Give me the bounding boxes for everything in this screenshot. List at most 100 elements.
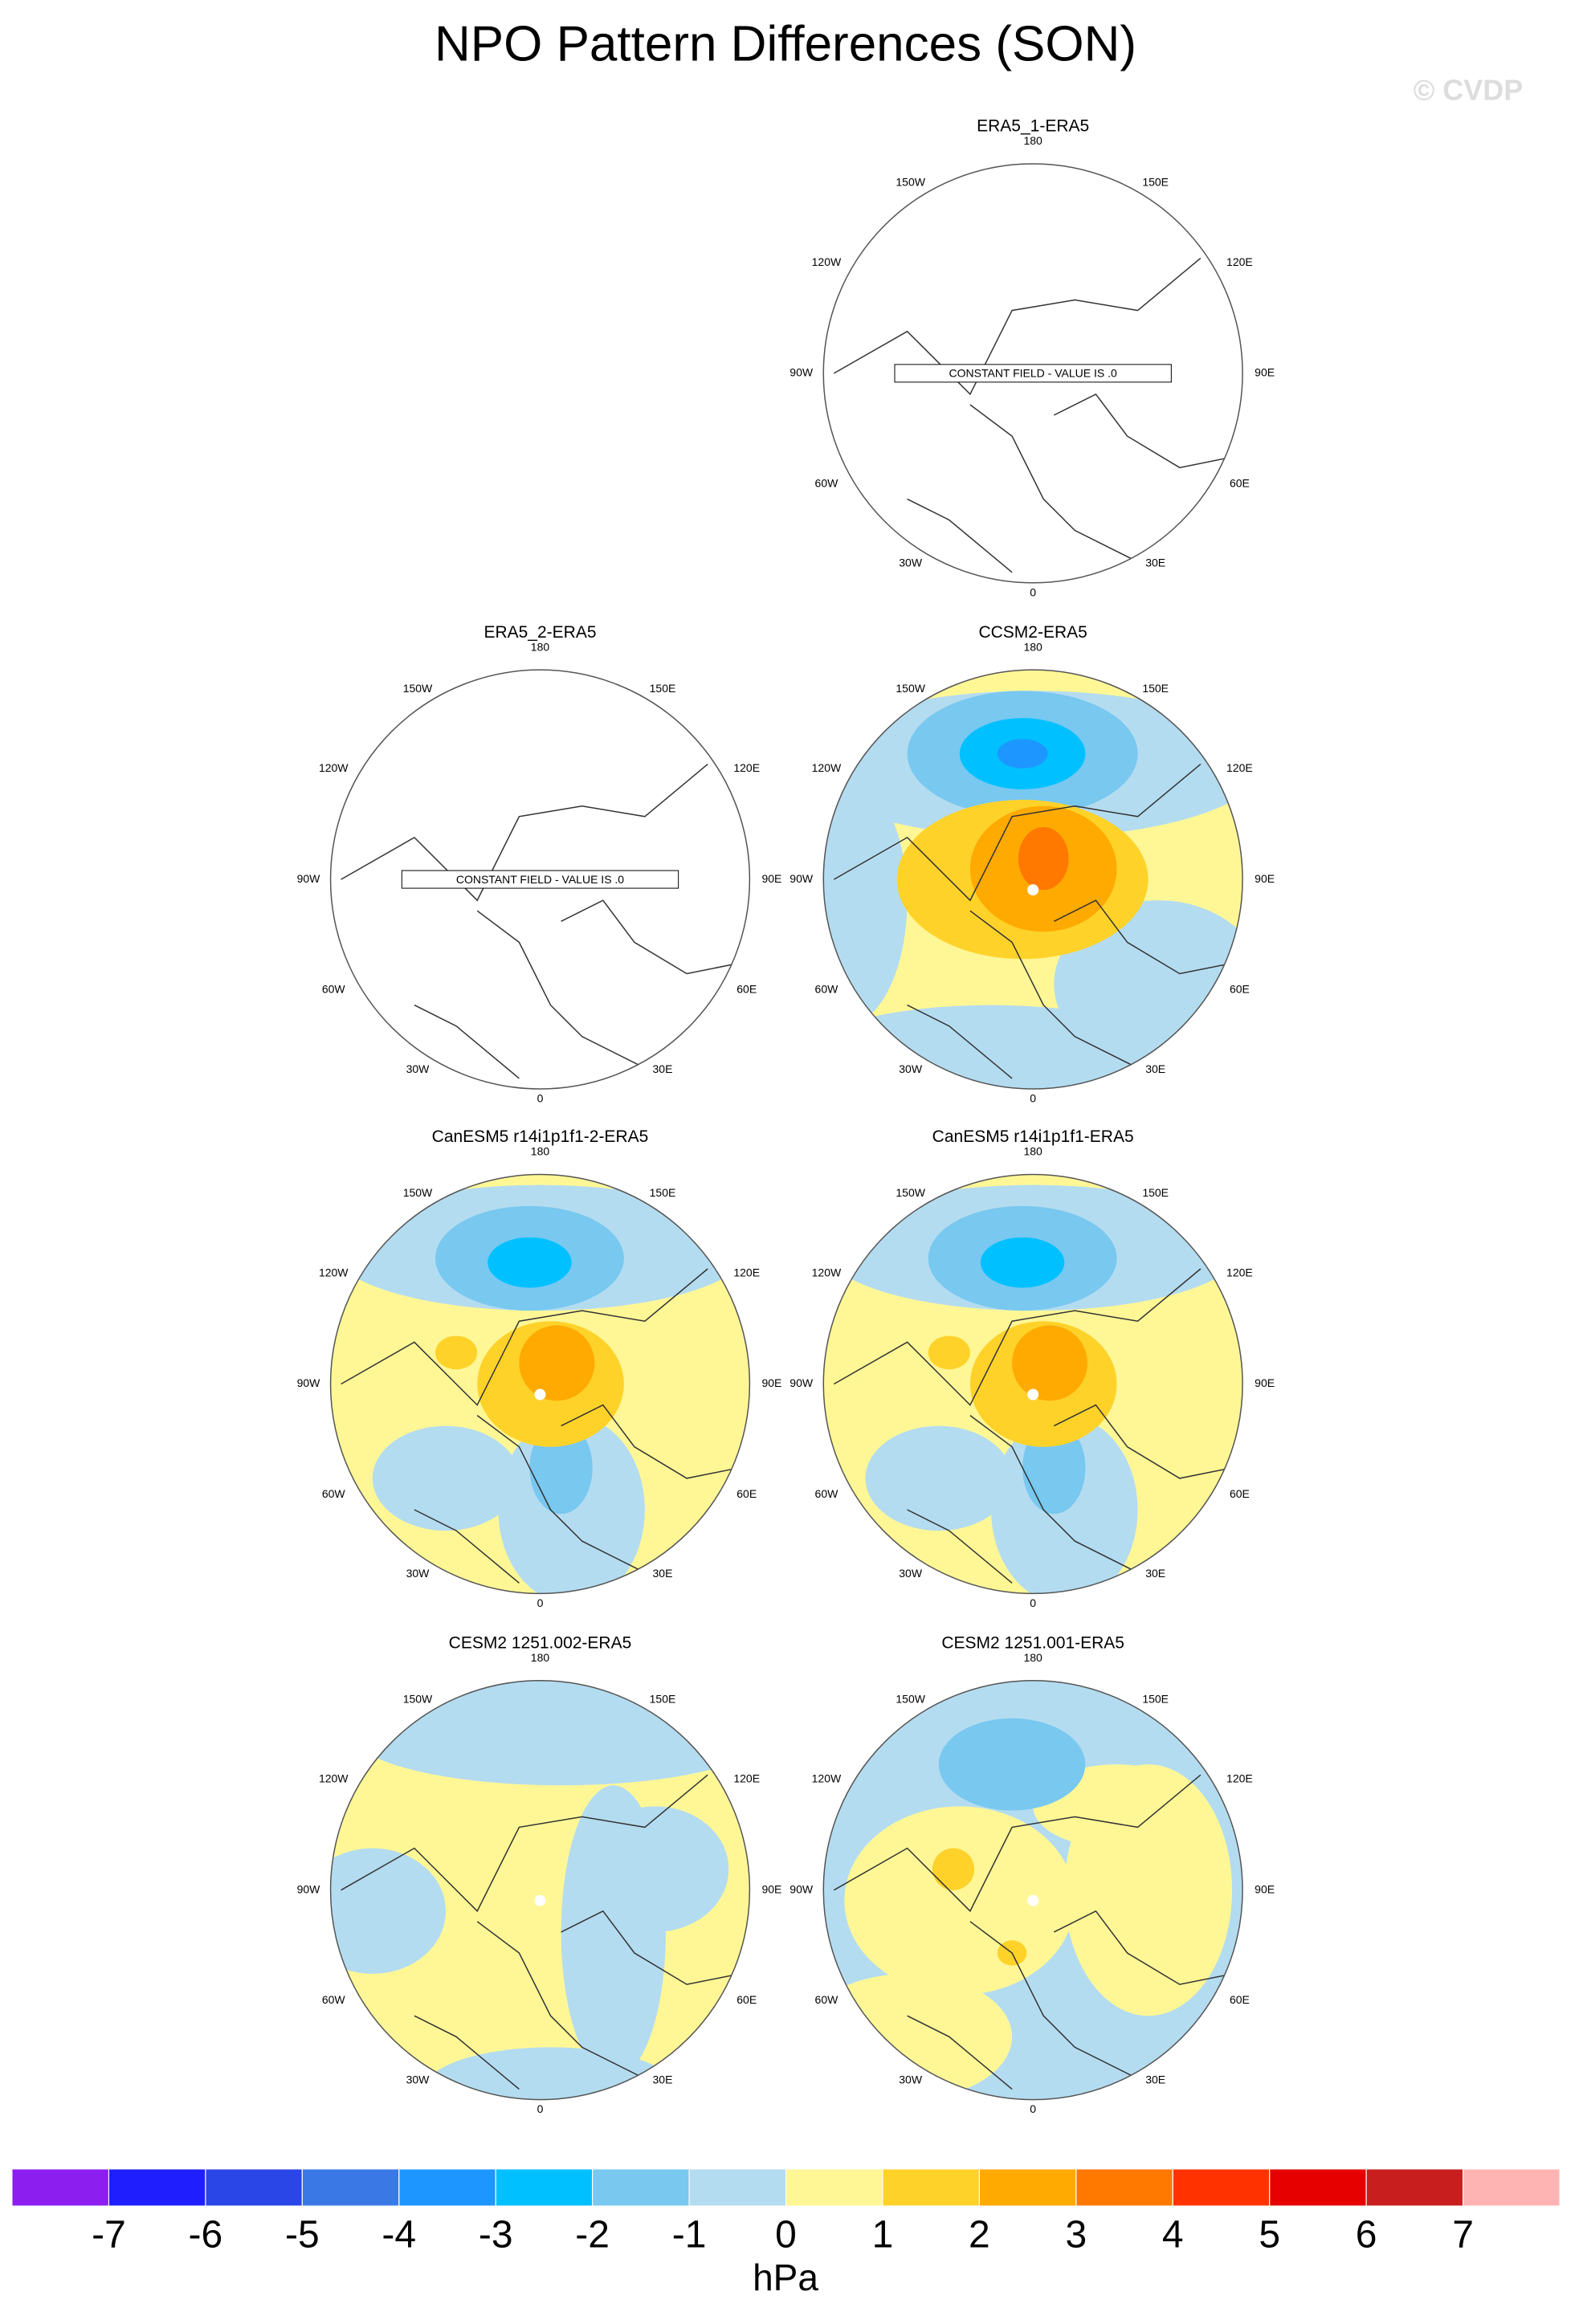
longitude-label: 30E: [653, 1567, 673, 1580]
contour-region: [424, 2047, 677, 2100]
longitude-label: 120W: [319, 761, 349, 774]
panel-title: CESM2 1251.001-ERA5: [941, 1633, 1124, 1652]
coastline: [341, 1268, 708, 1406]
coastline: [1053, 899, 1233, 975]
colorbar-box: [688, 2168, 786, 2207]
longitude-label: 0: [1030, 585, 1036, 598]
longitude-label: 90W: [297, 872, 321, 885]
longitude-label: 90W: [297, 1376, 321, 1389]
coastline: [969, 1921, 1138, 2080]
colorbar-box: [11, 2168, 109, 2207]
coastline: [969, 910, 1138, 1069]
map-outline: [822, 1680, 1243, 2101]
coastline: [1053, 393, 1233, 469]
longitude-label: 150E: [650, 1186, 676, 1199]
contour-field: [330, 1174, 750, 1594]
colorbar-box: [592, 2168, 690, 2207]
coastline: [476, 1414, 646, 1573]
colorbar-box: [978, 2168, 1077, 2207]
longitude-label: 60W: [815, 1993, 839, 2006]
longitude-label: 150E: [1142, 176, 1169, 189]
coastline: [833, 1774, 1202, 1913]
longitude-label: 90E: [1255, 1882, 1275, 1895]
colorbar-tick-label: 4: [1162, 2214, 1184, 2257]
coastline: [561, 1404, 740, 1479]
contour-region: [330, 1848, 447, 1975]
colorbar-box: [205, 2168, 303, 2207]
coastline: [969, 1414, 1138, 1573]
longitude-label: 30E: [1145, 1567, 1165, 1580]
longitude-label: 90E: [1255, 366, 1275, 379]
watermark: © CVDP: [1414, 74, 1524, 107]
colorbar-tick-label: -7: [92, 2214, 126, 2257]
colorbar-box: [1269, 2168, 1367, 2207]
longitude-label: 30E: [653, 2073, 673, 2085]
contour-region: [1018, 826, 1069, 891]
map-outline: [329, 1680, 751, 2101]
coastline: [1053, 1404, 1233, 1479]
figure-title: NPO Pattern Differences (SON): [435, 16, 1136, 71]
coastline: [1053, 1910, 1233, 1985]
longitude-label: 150W: [896, 1692, 925, 1705]
note-box: [401, 870, 679, 889]
colorbar-tick-label: -5: [285, 2214, 320, 2257]
coastline: [907, 2015, 1013, 2090]
longitude-label: 30W: [899, 2073, 923, 2085]
contour-field: [823, 1680, 1243, 2100]
colorbar-tick-label: 1: [872, 2214, 894, 2257]
longitude-label: 180: [531, 1651, 550, 1664]
longitude-label: 120E: [733, 1772, 760, 1785]
contour-region: [823, 774, 908, 1026]
pole-marker: [1027, 884, 1039, 896]
longitude-label: 30E: [1145, 557, 1165, 569]
longitude-label: 120W: [319, 1266, 349, 1278]
contour-region: [865, 1425, 1013, 1531]
map-outline: [329, 1173, 751, 1595]
contour-field: [823, 1174, 1243, 1594]
contour-region: [932, 1848, 975, 1890]
longitude-label: 30W: [899, 1567, 923, 1580]
longitude-label: 60W: [322, 1993, 346, 2006]
contour-region: [519, 1325, 595, 1401]
longitude-label: 120E: [1226, 255, 1253, 268]
colorbar-box: [301, 2168, 400, 2207]
longitude-label: 30W: [899, 1062, 923, 1075]
longitude-label: 90W: [790, 872, 814, 885]
longitude-label: 30W: [406, 1062, 430, 1075]
colorbar-tick-label: 7: [1452, 2214, 1474, 2257]
map-outline: [822, 163, 1243, 584]
longitude-label: 90E: [761, 1376, 781, 1389]
contour-field: [823, 670, 1243, 1089]
colorbar-tick-label: 5: [1259, 2214, 1280, 2257]
longitude-label: 120E: [1226, 1772, 1253, 1785]
panel-title: CCSM2-ERA5: [978, 623, 1087, 642]
longitude-label: 30W: [899, 557, 923, 569]
longitude-label: 150E: [1142, 682, 1169, 695]
colorbar-box: [495, 2168, 594, 2207]
contour-region: [823, 1005, 1180, 1089]
longitude-label: 150E: [650, 682, 676, 695]
longitude-label: 180: [1023, 1145, 1042, 1158]
longitude-label: 30E: [1145, 2073, 1165, 2085]
longitude-label: 0: [537, 1092, 544, 1105]
longitude-label: 180: [1023, 1651, 1042, 1664]
pole-marker: [1027, 1894, 1039, 1906]
longitude-label: 150E: [1142, 1186, 1169, 1199]
constant-field-note: CONSTANT FIELD - VALUE IS .0: [949, 367, 1117, 380]
colorbar-tick-label: -3: [479, 2214, 513, 2257]
coastline: [561, 1910, 740, 1985]
longitude-label: 90E: [761, 872, 781, 885]
constant-field-note: CONSTANT FIELD - VALUE IS .0: [456, 873, 624, 886]
longitude-label: 90E: [1255, 1376, 1275, 1389]
panel-title: CESM2 1251.002-ERA5: [449, 1633, 632, 1652]
longitude-label: 30E: [1145, 1062, 1165, 1075]
longitude-label: 0: [537, 1596, 544, 1609]
note-box: [894, 364, 1172, 383]
colorbar-box: [785, 2168, 883, 2207]
longitude-label: 60W: [322, 1487, 346, 1500]
longitude-label: 150E: [1142, 1692, 1169, 1705]
coastline: [907, 1509, 1013, 1584]
colorbar-box: [1365, 2168, 1464, 2207]
contour-region: [372, 1425, 520, 1531]
